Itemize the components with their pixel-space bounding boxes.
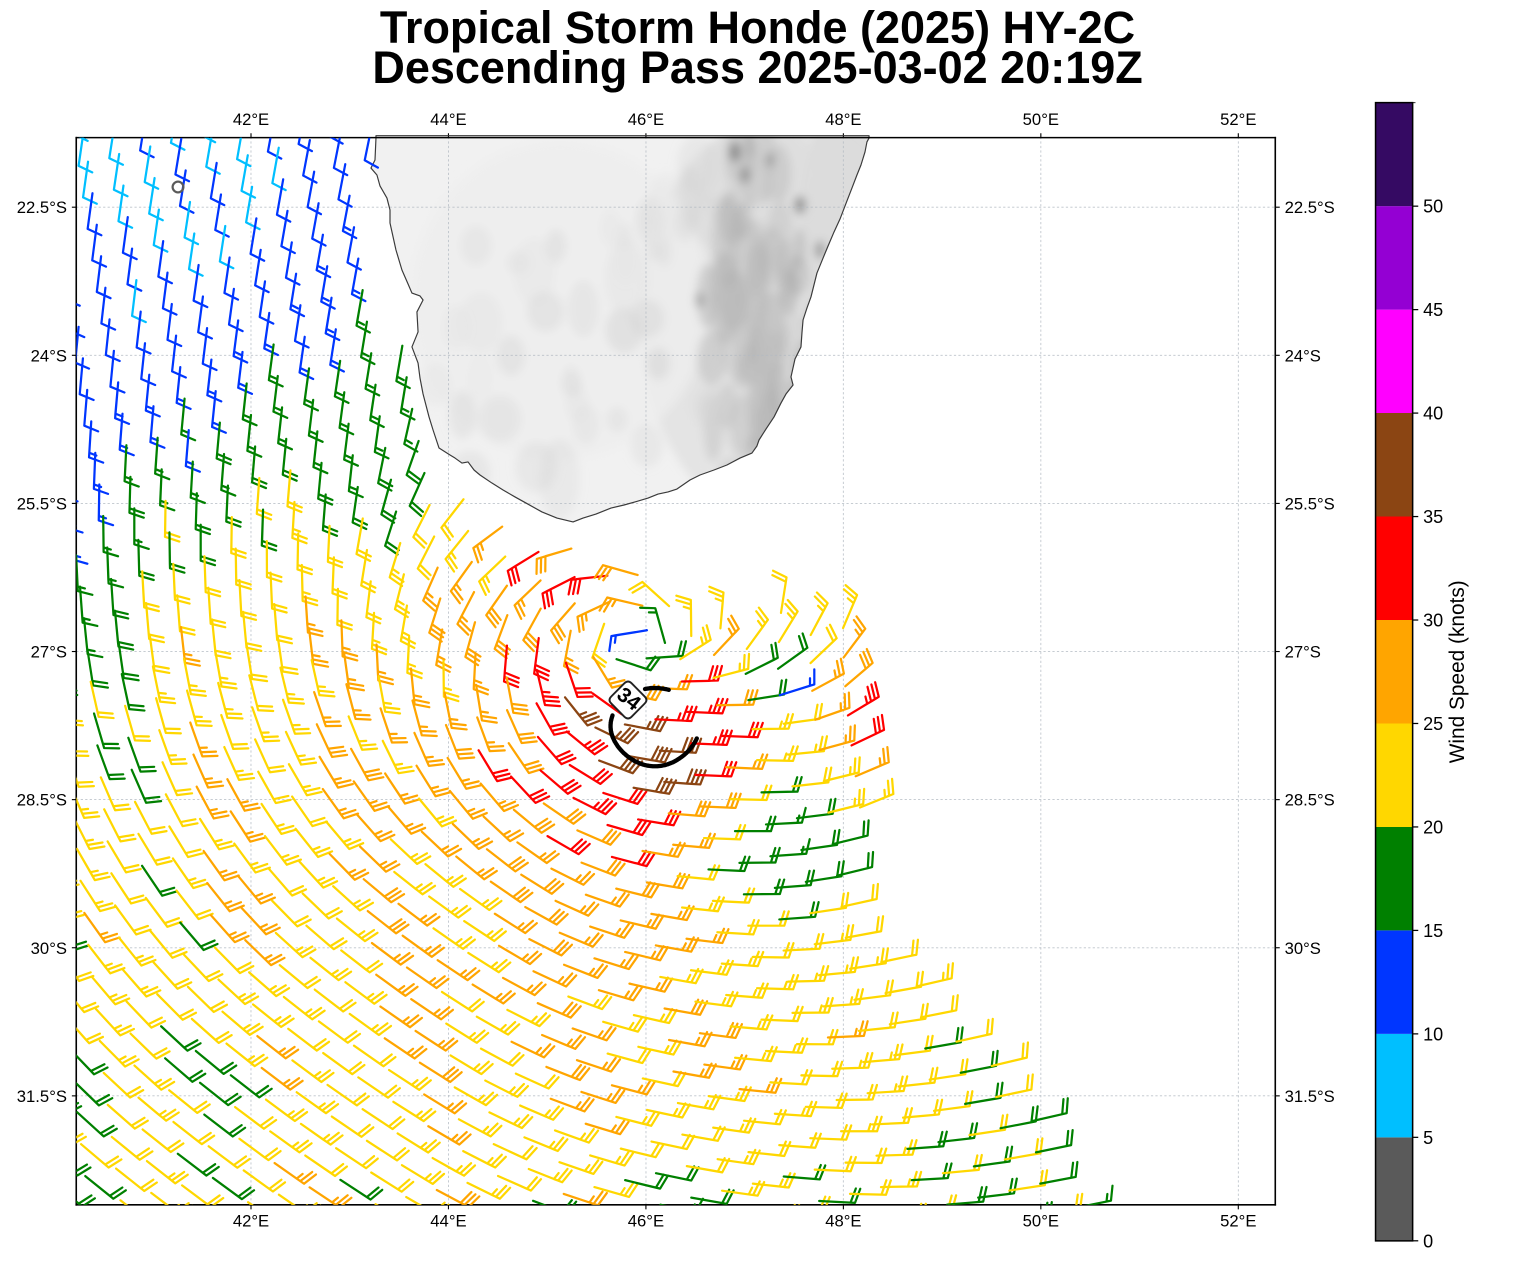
svg-text:24°S: 24°S	[1285, 346, 1321, 365]
svg-text:Descending Pass 2025-03-02 20:: Descending Pass 2025-03-02 20:19Z	[372, 42, 1142, 93]
svg-text:24°S: 24°S	[31, 346, 67, 365]
svg-text:30°S: 30°S	[1285, 939, 1321, 958]
svg-text:0: 0	[1423, 1231, 1433, 1251]
svg-text:25.5°S: 25.5°S	[1285, 494, 1335, 513]
svg-text:42°E: 42°E	[233, 110, 269, 129]
svg-text:31.5°S: 31.5°S	[1285, 1087, 1335, 1106]
svg-text:52°E: 52°E	[1220, 1211, 1256, 1230]
svg-text:31.5°S: 31.5°S	[17, 1087, 67, 1106]
svg-text:50: 50	[1423, 197, 1443, 217]
svg-text:42°E: 42°E	[233, 1211, 269, 1230]
svg-text:22.5°S: 22.5°S	[1285, 198, 1335, 217]
svg-text:28.5°S: 28.5°S	[17, 791, 67, 810]
svg-text:45: 45	[1423, 300, 1443, 320]
svg-text:35: 35	[1423, 507, 1443, 527]
svg-text:Wind Speed (knots): Wind Speed (knots)	[1446, 580, 1469, 763]
svg-text:46°E: 46°E	[628, 110, 664, 129]
svg-text:46°E: 46°E	[628, 1211, 664, 1230]
svg-text:27°S: 27°S	[31, 643, 67, 662]
svg-text:28.5°S: 28.5°S	[1285, 791, 1335, 810]
svg-text:48°E: 48°E	[825, 1211, 861, 1230]
svg-text:48°E: 48°E	[825, 110, 861, 129]
svg-text:22.5°S: 22.5°S	[17, 198, 67, 217]
svg-text:50°E: 50°E	[1023, 1211, 1059, 1230]
svg-text:27°S: 27°S	[1285, 643, 1321, 662]
svg-text:30: 30	[1423, 611, 1443, 631]
svg-text:15: 15	[1423, 921, 1443, 941]
svg-text:25.5°S: 25.5°S	[17, 494, 67, 513]
svg-text:25: 25	[1423, 714, 1443, 734]
svg-text:50°E: 50°E	[1023, 110, 1059, 129]
svg-text:Tropical Storm Honde (2025) HY: Tropical Storm Honde (2025) HY-2C	[380, 2, 1135, 53]
svg-text:5: 5	[1423, 1128, 1433, 1148]
svg-text:44°E: 44°E	[430, 1211, 466, 1230]
svg-text:30°S: 30°S	[31, 939, 67, 958]
svg-text:20: 20	[1423, 817, 1443, 837]
svg-text:10: 10	[1423, 1024, 1443, 1044]
svg-text:52°E: 52°E	[1220, 110, 1256, 129]
svg-text:40: 40	[1423, 404, 1443, 424]
svg-text:44°E: 44°E	[430, 110, 466, 129]
